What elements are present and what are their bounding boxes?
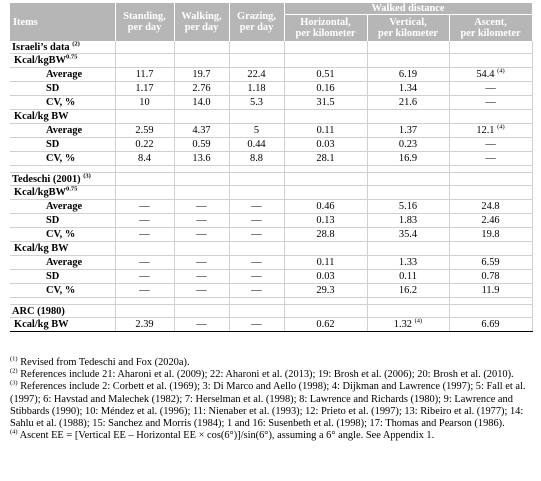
table-row: Average — — — 0.46 5.16 24.8 bbox=[10, 199, 533, 214]
table-row: CV, % 8.4 13.6 8.8 28.1 16.9 — bbox=[10, 151, 533, 166]
items-header: Items bbox=[10, 3, 115, 41]
table-row: CV, % — — — 29.3 16.2 11.9 bbox=[10, 283, 533, 298]
footnote: (2) References include 21: Aharoni et al… bbox=[10, 367, 514, 381]
unit-label: Kcal/kgBW0.75 bbox=[10, 185, 115, 200]
unit-label: Kcal/kgBW0.75 bbox=[10, 53, 115, 68]
footnote: (1) Revised from Tedeschi and Fox (2020a… bbox=[10, 355, 190, 368]
table-row: SD 1.17 2.76 1.18 0.16 1.34 — bbox=[10, 81, 533, 96]
col-header-walking: Walking, per day bbox=[173, 3, 230, 41]
unit-label: Kcal/kg BW bbox=[10, 109, 115, 124]
table-row: Average — — — 0.11 1.33 6.59 bbox=[10, 255, 533, 270]
footnotes: (1) Revised from Tedeschi and Fox (2020a… bbox=[10, 355, 532, 442]
source-label: ARC (1980) bbox=[10, 304, 115, 318]
table-row: SD — — — 0.13 1.83 2.46 bbox=[10, 213, 533, 228]
footnote: (4) Ascent EE = [Vertical EE – Horizonta… bbox=[10, 428, 435, 442]
table-row: Average 2.59 4.37 5 0.11 1.37 12.1 (4) bbox=[10, 123, 533, 138]
table-row: SD — — — 0.03 0.11 0.78 bbox=[10, 269, 533, 284]
footnote: (3) References include 2: Corbett et al.… bbox=[10, 379, 526, 430]
col-header-standing: Standing, per day bbox=[114, 3, 175, 41]
source-label: Israeli’s data (2) bbox=[10, 40, 115, 54]
col-header-vertical: Vertical, per kilometer bbox=[366, 14, 450, 41]
energy-expenditure-table: Items Standing, per day Walking, per day G… bbox=[10, 3, 533, 332]
walked-distance-header: Walked distance bbox=[283, 3, 533, 15]
col-header-ascent: Ascent, per kilometer bbox=[448, 14, 533, 41]
unit-label: Kcal/kg BW bbox=[10, 317, 115, 332]
source-label: Tedeschi (2001) (3) bbox=[10, 172, 115, 186]
unit-label: Kcal/kg BW bbox=[10, 241, 115, 256]
table-row: Kcal/kg BW 2.39 — — 0.62 1.32 (4) 6.69 bbox=[10, 317, 533, 332]
table-row: CV, % 10 14.0 5.3 31.5 21.6 — bbox=[10, 95, 533, 110]
table-row: Average 11.7 19.7 22.4 0.51 6.19 54.4 (4… bbox=[10, 67, 533, 82]
table-row: SD 0.22 0.59 0.44 0.03 0.23 — bbox=[10, 137, 533, 152]
col-header-horizontal: Horizontal, per kilometer bbox=[283, 14, 368, 41]
table-row: CV, % — — — 28.8 35.4 19.8 bbox=[10, 227, 533, 242]
col-header-grazing: Grazing, per day bbox=[228, 3, 285, 41]
